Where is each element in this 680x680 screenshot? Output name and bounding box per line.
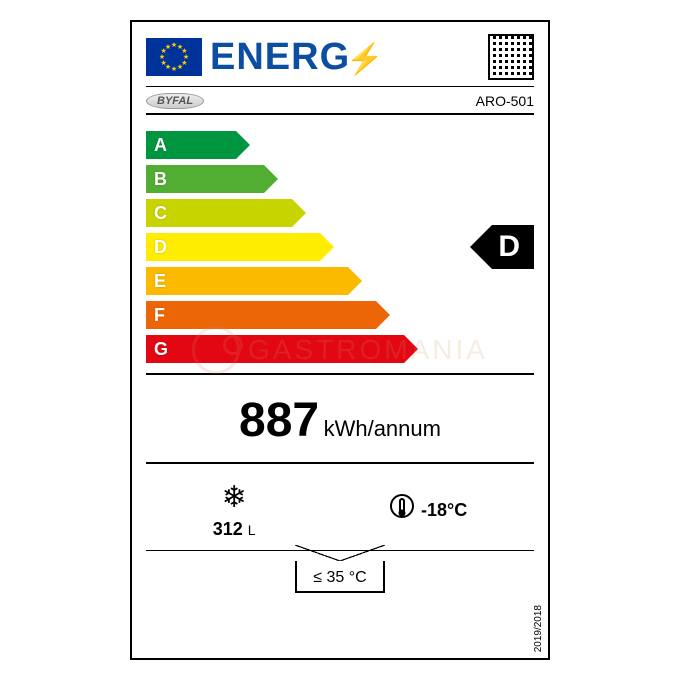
pointer-tip-icon	[470, 225, 492, 269]
scale-bar-tip-icon	[404, 335, 418, 363]
header: ★★★★★★★★★★★★ ENERG⚡	[146, 34, 534, 87]
scale-bar-f: F	[146, 301, 390, 329]
temperature-block: -18°C	[389, 493, 467, 527]
scale-bar-tip-icon	[376, 301, 390, 329]
scale-bar-tip-icon	[320, 233, 334, 261]
bolt-icon: ⚡	[346, 43, 384, 76]
eu-flag-icon: ★★★★★★★★★★★★	[146, 38, 202, 76]
rating-pointer: D	[470, 225, 534, 269]
consumption-value: 887	[239, 394, 319, 447]
scale-bar-label: B	[146, 165, 264, 193]
scale-bar-d: D	[146, 233, 334, 261]
scale-bar-tip-icon	[236, 131, 250, 159]
scale-bar-tip-icon	[264, 165, 278, 193]
consumption-unit: kWh/annum	[324, 416, 441, 441]
snowflake-icon: ❄	[213, 480, 256, 515]
house-icon: ≤ 35 °C	[295, 561, 384, 593]
scale-bar-e: E	[146, 267, 362, 295]
scale-bar-a: A	[146, 131, 250, 159]
efficiency-scale: D ABCDEFG	[146, 125, 534, 375]
scale-bar-label: C	[146, 199, 292, 227]
scale-bar-tip-icon	[292, 199, 306, 227]
scale-bar-label: D	[146, 233, 320, 261]
subheader: BYFAL ARO-501	[146, 87, 534, 115]
scale-bar-label: A	[146, 131, 236, 159]
scale-bar-label: G	[146, 335, 404, 363]
energy-word: ENERG⚡	[210, 36, 480, 79]
scale-bar-g: G	[146, 335, 418, 363]
freezer-capacity: 312 L	[213, 519, 256, 540]
thermometer-icon	[389, 493, 415, 527]
climate-block: ≤ 35 °C	[146, 551, 534, 593]
model-number: ARO-501	[476, 93, 534, 109]
scale-bar-b: B	[146, 165, 278, 193]
consumption-block: 887 kWh/annum	[146, 375, 534, 464]
scale-bar-label: F	[146, 301, 376, 329]
temperature-reading: -18°C	[421, 500, 467, 521]
scale-bar-c: C	[146, 199, 306, 227]
scale-bar-label: E	[146, 267, 348, 295]
energy-label-card: ★★★★★★★★★★★★ ENERG⚡ BYFAL ARO-501 D ABCD…	[130, 20, 550, 660]
spec-icons-row: ❄ 312 L -18°C	[146, 464, 534, 551]
scale-bar-tip-icon	[348, 267, 362, 295]
brand-badge: BYFAL	[146, 93, 204, 109]
qr-code-icon	[488, 34, 534, 80]
climate-unit: °C	[349, 569, 367, 586]
freezer-block: ❄ 312 L	[213, 480, 256, 540]
energy-word-text: ENERG	[210, 36, 350, 78]
regulation-number: 2019/2018	[533, 605, 544, 652]
rating-letter: D	[492, 225, 534, 269]
climate-value: ≤ 35	[313, 569, 344, 586]
